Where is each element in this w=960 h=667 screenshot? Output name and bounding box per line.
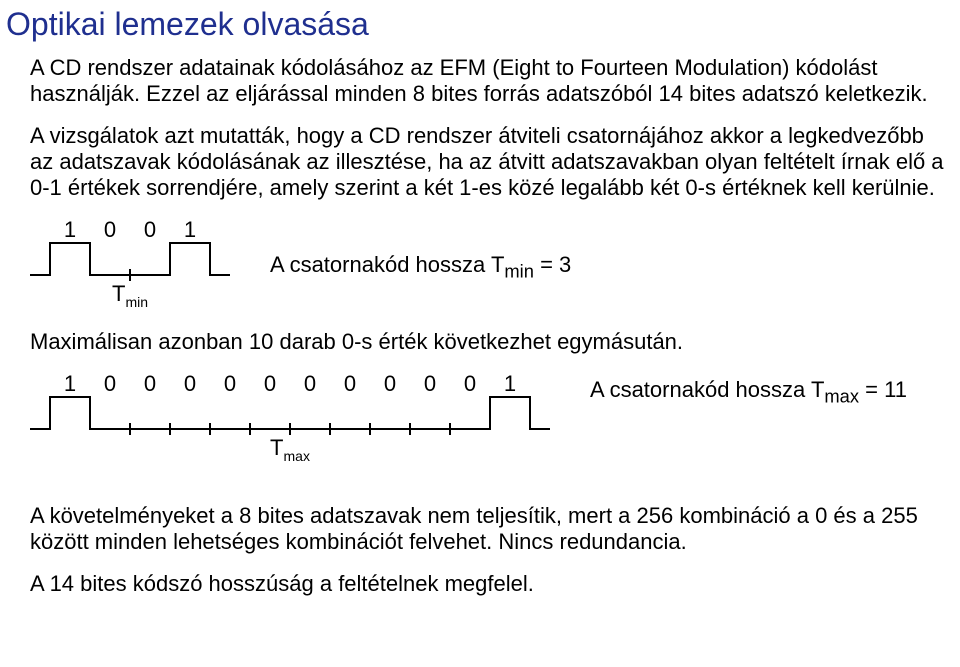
tmax-caption: A csatornakód hossza Tmax = 11 xyxy=(590,377,907,407)
svg-text:0: 0 xyxy=(304,373,316,396)
svg-text:0: 0 xyxy=(344,373,356,396)
tmin-caption: A csatornakód hossza Tmin = 3 xyxy=(270,252,571,282)
svg-text:0: 0 xyxy=(104,373,116,396)
tmax-waveform: 1 0 0 0 0 0 0 0 0 0 0 1 Tmax xyxy=(30,373,550,469)
paragraph-constraint: A vizsgálatok azt mutatták, hogy a CD re… xyxy=(30,123,950,201)
svg-text:Tmin: Tmin xyxy=(112,281,148,310)
svg-text:0: 0 xyxy=(424,373,436,396)
svg-text:0: 0 xyxy=(464,373,476,396)
page-title: Optikai lemezek olvasása xyxy=(6,6,960,43)
paragraph-max-zeros: Maximálisan azonban 10 darab 0-s érték k… xyxy=(30,329,960,355)
timing-diagram-tmin: 1 0 0 1 Tmin A csatornakód hossza Tmin = 3 xyxy=(30,219,960,315)
paragraph-8bit-fail: A követelményeket a 8 bites adatszavak n… xyxy=(30,503,950,555)
svg-text:0: 0 xyxy=(224,373,236,396)
svg-text:0: 0 xyxy=(384,373,396,396)
svg-text:1: 1 xyxy=(64,219,76,242)
svg-text:0: 0 xyxy=(104,219,116,242)
svg-text:1: 1 xyxy=(64,373,76,396)
paragraph-intro-efm: A CD rendszer adatainak kódolásához az E… xyxy=(30,55,954,107)
svg-text:0: 0 xyxy=(184,373,196,396)
svg-text:1: 1 xyxy=(504,373,516,396)
tmin-waveform: 1 0 0 1 Tmin xyxy=(30,219,230,315)
paragraph-14bit-ok: A 14 bites kódszó hosszúság a feltételne… xyxy=(30,571,954,597)
timing-diagram-tmax: 1 0 0 0 0 0 0 0 0 0 0 1 Tmax A csatornakód hossza Tm… xyxy=(30,373,960,469)
svg-text:Tmax: Tmax xyxy=(270,435,310,464)
svg-text:0: 0 xyxy=(144,373,156,396)
svg-text:0: 0 xyxy=(144,219,156,242)
svg-text:1: 1 xyxy=(184,219,196,242)
svg-text:0: 0 xyxy=(264,373,276,396)
